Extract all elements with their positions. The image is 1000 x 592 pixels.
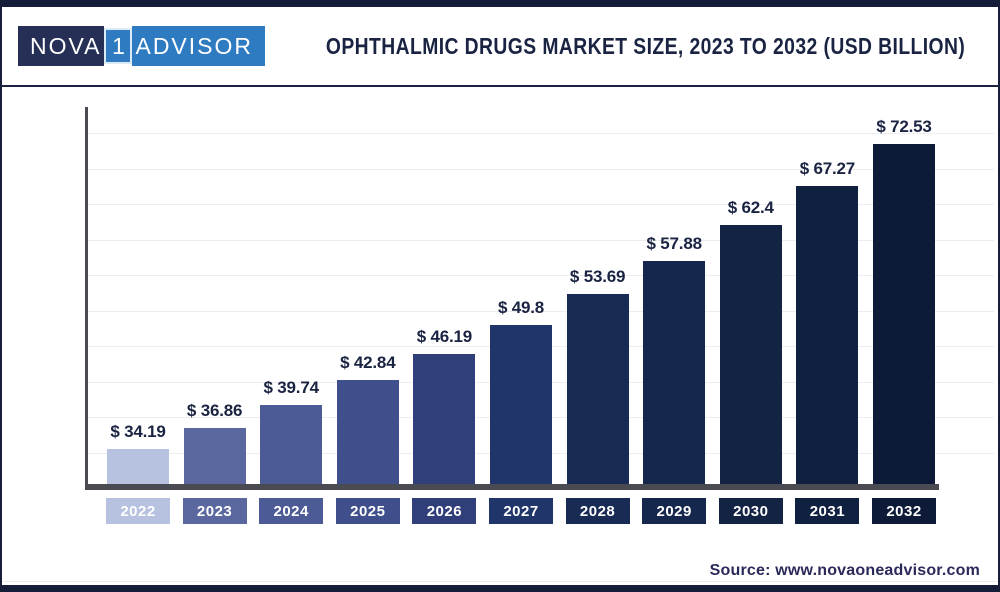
bar-2024 <box>260 405 323 484</box>
x-axis-label-2024: 2024 <box>259 498 324 524</box>
logo-text-nova: NOVA <box>18 26 105 66</box>
bar-2027 <box>490 325 552 484</box>
gridline <box>88 204 994 205</box>
x-axis-label-2032: 2032 <box>872 498 936 524</box>
x-axis-label-2030: 2030 <box>718 498 783 524</box>
x-axis-label-2027: 2027 <box>489 498 553 524</box>
x-axis-label-2031: 2031 <box>795 498 860 524</box>
bar-value-label: $ 36.86 <box>186 401 243 420</box>
bar-value-label: $ 34.19 <box>110 422 166 441</box>
bar-value-label: $ 42.84 <box>340 353 396 372</box>
bar-2031 <box>796 186 859 484</box>
bar-value-label: $ 49.8 <box>497 298 545 317</box>
bar-2028 <box>566 294 629 484</box>
gridline <box>88 168 994 170</box>
footer-strip <box>2 585 998 592</box>
bar-2026 <box>413 354 476 484</box>
x-axis-label-2022: 2022 <box>106 498 170 524</box>
bar-value-label: $ 57.88 <box>646 234 703 253</box>
bar-2029 <box>643 261 706 484</box>
x-axis-label-2028: 2028 <box>565 498 630 524</box>
logo-one-box: 1 <box>104 28 133 64</box>
gridline <box>88 133 994 134</box>
bar-value-label: $ 72.53 <box>876 117 932 136</box>
x-axis-label-2023: 2023 <box>182 498 247 524</box>
bar-2030 <box>719 225 782 484</box>
bar-2032 <box>873 144 935 484</box>
gridline <box>88 275 994 276</box>
logo-text-advisor: ADVISOR <box>132 26 266 66</box>
page-title: OPHTHALMIC DRUGS MARKET SIZE, 2023 TO 20… <box>325 32 966 59</box>
x-axis-label-2026: 2026 <box>412 498 477 524</box>
bar-2022 <box>107 449 169 484</box>
x-axis-label-2025: 2025 <box>335 498 400 524</box>
gridline <box>88 310 994 312</box>
bar-2025 <box>336 380 399 484</box>
bar-value-label: $ 53.69 <box>569 267 626 286</box>
bar-2023 <box>183 428 246 484</box>
x-axis-label-2029: 2029 <box>642 498 707 524</box>
footer-divider <box>2 581 998 582</box>
title-wrap: OPHTHALMIC DRUGS MARKET SIZE, 2023 TO 20… <box>265 32 998 60</box>
bar-value-label: $ 62.4 <box>727 198 774 217</box>
source-text: Source: www.novaoneadvisor.com <box>709 562 980 579</box>
gridline <box>88 239 994 241</box>
x-axis-line <box>85 484 939 490</box>
header: NOVA 1 ADVISOR OPHTHALMIC DRUGS MARKET S… <box>2 7 998 87</box>
bar-value-label: $ 67.27 <box>799 159 856 178</box>
bar-value-label: $ 46.19 <box>416 327 473 346</box>
y-axis-line <box>85 107 88 484</box>
nova-one-advisor-logo: NOVA 1 ADVISOR <box>18 26 266 66</box>
bar-value-label: $ 39.74 <box>263 378 320 397</box>
